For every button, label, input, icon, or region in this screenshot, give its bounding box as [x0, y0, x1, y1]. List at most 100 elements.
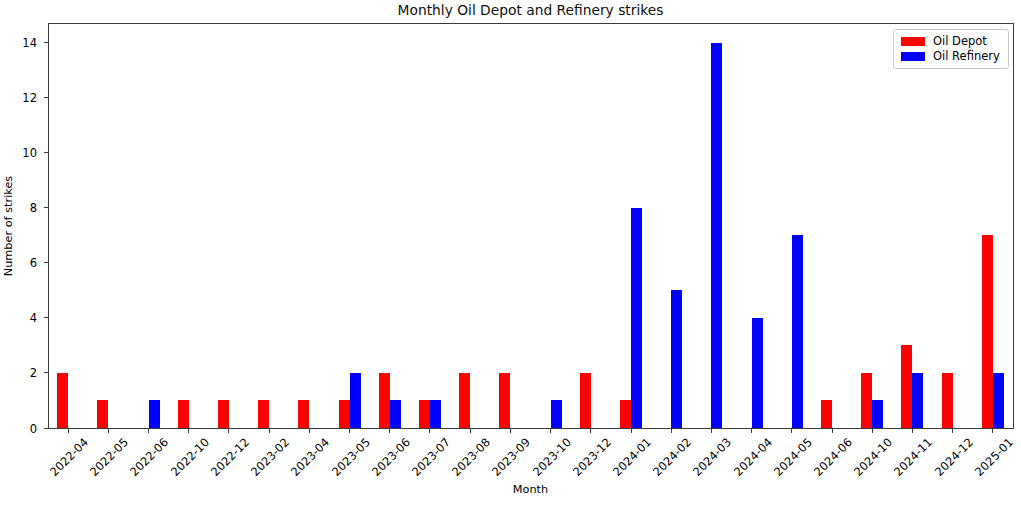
x-tick-label: 2023-09	[489, 435, 533, 479]
x-tick-mark	[349, 429, 350, 433]
y-tick-label: 8	[5, 201, 37, 215]
bar-oil-depot-2024-11	[901, 345, 912, 428]
x-tick-mark	[872, 429, 873, 433]
x-tick-label: 2022-10	[168, 435, 212, 479]
y-tick-label: 10	[5, 146, 37, 160]
bar-oil-depot-2023-05	[339, 400, 350, 428]
bar-oil-refinery-2024-03	[711, 43, 722, 428]
x-tick-mark	[429, 429, 430, 433]
x-tick-label: 2023-06	[369, 435, 413, 479]
bar-oil-refinery-2023-05	[350, 373, 361, 428]
bar-oil-depot-2024-12	[942, 373, 953, 428]
x-tick-mark	[671, 429, 672, 433]
bar-oil-depot-2023-06	[379, 373, 390, 428]
x-tick-mark	[309, 429, 310, 433]
x-tick-label: 2024-03	[690, 435, 734, 479]
bar-oil-depot-2023-09	[499, 373, 510, 428]
x-tick-mark	[751, 429, 752, 433]
bar-oil-refinery-2023-06	[390, 400, 401, 428]
legend-label-oil-depot: Oil Depot	[933, 34, 987, 49]
figure: Monthly Oil Depot and Refinery strikes N…	[0, 0, 1021, 506]
y-tick-label: 6	[5, 256, 37, 270]
bar-oil-depot-2023-02	[258, 400, 269, 428]
bar-oil-refinery-2024-11	[912, 373, 923, 428]
y-tick-label: 2	[5, 366, 37, 380]
bar-oil-refinery-2023-10	[551, 400, 562, 428]
x-tick-label: 2023-05	[329, 435, 373, 479]
x-tick-mark	[992, 429, 993, 433]
x-tick-mark	[148, 429, 149, 433]
spine-top	[48, 23, 1014, 24]
x-tick-mark	[832, 429, 833, 433]
x-tick-label: 2023-10	[530, 435, 574, 479]
spine-bottom	[48, 428, 1014, 429]
bar-oil-refinery-2024-04	[752, 318, 763, 428]
x-tick-label: 2022-06	[128, 435, 172, 479]
x-tick-mark	[228, 429, 229, 433]
x-tick-label: 2025-01	[972, 435, 1016, 479]
x-tick-label: 2023-07	[409, 435, 453, 479]
bar-oil-depot-2022-10	[178, 400, 189, 428]
x-tick-mark	[590, 429, 591, 433]
bar-oil-refinery-2023-07	[430, 400, 441, 428]
y-tick-label: 12	[5, 91, 37, 105]
x-tick-mark	[791, 429, 792, 433]
bar-oil-refinery-2024-02	[671, 290, 682, 428]
bar-oil-depot-2023-08	[459, 373, 470, 428]
x-tick-label: 2023-12	[570, 435, 614, 479]
chart-title: Monthly Oil Depot and Refinery strikes	[48, 2, 1013, 18]
bar-oil-depot-2025-01	[982, 235, 993, 428]
x-tick-label: 2024-12	[932, 435, 976, 479]
x-tick-mark	[470, 429, 471, 433]
spine-right	[1013, 24, 1014, 430]
x-tick-label: 2024-01	[610, 435, 654, 479]
bar-oil-refinery-2022-06	[149, 400, 160, 428]
x-tick-label: 2023-08	[449, 435, 493, 479]
x-tick-label: 2022-12	[208, 435, 252, 479]
bar-oil-depot-2022-04	[57, 373, 68, 428]
bar-oil-depot-2024-01	[620, 400, 631, 428]
y-tick-label: 14	[5, 36, 37, 50]
x-tick-label: 2024-02	[650, 435, 694, 479]
legend-label-oil-refinery: Oil Refinery	[933, 49, 1000, 64]
x-tick-label: 2023-02	[248, 435, 292, 479]
legend-swatch-oil-refinery	[901, 52, 925, 61]
x-tick-label: 2023-04	[288, 435, 332, 479]
bar-oil-refinery-2024-10	[872, 400, 883, 428]
x-tick-mark	[631, 429, 632, 433]
x-tick-mark	[510, 429, 511, 433]
bar-oil-depot-2022-12	[218, 400, 229, 428]
x-tick-label: 2024-10	[851, 435, 895, 479]
legend-item-oil-refinery: Oil Refinery	[894, 49, 1008, 64]
x-tick-label: 2024-04	[731, 435, 775, 479]
bar-oil-depot-2022-05	[97, 400, 108, 428]
bar-oil-depot-2024-06	[821, 400, 832, 428]
x-tick-mark	[108, 429, 109, 433]
x-tick-mark	[952, 429, 953, 433]
x-tick-label: 2024-06	[811, 435, 855, 479]
bar-oil-depot-2023-07	[419, 400, 430, 428]
x-tick-label: 2022-05	[87, 435, 131, 479]
spine-left	[48, 24, 49, 430]
x-tick-mark	[912, 429, 913, 433]
x-tick-mark	[269, 429, 270, 433]
x-tick-mark	[188, 429, 189, 433]
x-tick-label: 2024-11	[891, 435, 935, 479]
bar-oil-depot-2023-04	[298, 400, 309, 428]
bar-oil-refinery-2025-01	[993, 373, 1004, 428]
legend: Oil Depot Oil Refinery	[893, 29, 1009, 69]
bar-oil-refinery-2024-01	[631, 208, 642, 428]
x-tick-label: 2024-05	[771, 435, 815, 479]
x-tick-mark	[711, 429, 712, 433]
legend-swatch-oil-depot	[901, 37, 925, 46]
x-tick-mark	[68, 429, 69, 433]
y-tick-label: 4	[5, 311, 37, 325]
legend-item-oil-depot: Oil Depot	[894, 34, 1008, 49]
y-tick-label: 0	[5, 422, 37, 436]
x-tick-label: 2022-04	[47, 435, 91, 479]
bar-oil-refinery-2024-05	[792, 235, 803, 428]
x-axis-label: Month	[48, 483, 1013, 496]
bar-oil-depot-2024-10	[861, 373, 872, 428]
bar-oil-depot-2023-12	[580, 373, 591, 428]
x-tick-mark	[389, 429, 390, 433]
